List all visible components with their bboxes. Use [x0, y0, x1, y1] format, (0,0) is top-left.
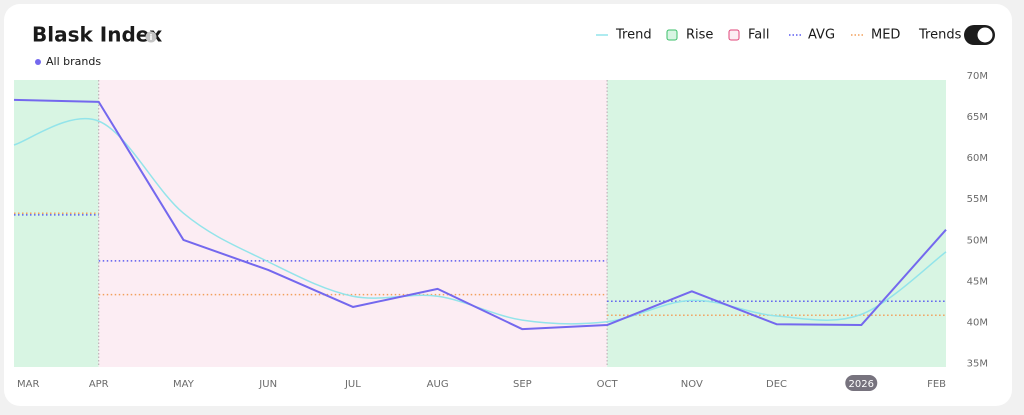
- x-tick-label: APR: [89, 379, 109, 390]
- x-tick-label: MAR: [17, 379, 39, 390]
- y-tick-label: 65M: [967, 112, 988, 123]
- x-tick-label: 2026: [849, 379, 874, 390]
- x-tick-label: FEB: [927, 379, 946, 390]
- x-tick-label: SEP: [513, 379, 532, 390]
- series-line: [13, 98, 947, 331]
- x-tick-label: MAY: [173, 379, 195, 390]
- info-icon[interactable]: [145, 31, 157, 43]
- legend-label: Rise: [686, 28, 713, 43]
- y-tick-label: 40M: [967, 318, 988, 329]
- info-glyph: i: [150, 33, 153, 42]
- legend-rise-icon: [666, 29, 678, 41]
- y-tick-label: 45M: [967, 276, 988, 287]
- series-legend-label: All brands: [46, 55, 101, 68]
- y-tick-label: 35M: [967, 359, 988, 370]
- y-tick-label: 70M: [967, 71, 988, 82]
- y-tick-label: 55M: [967, 194, 988, 205]
- legend-fall-icon: [728, 29, 740, 41]
- y-tick-label: 60M: [967, 153, 988, 164]
- legend-label: MED: [871, 28, 900, 43]
- legend-label: Fall: [748, 28, 769, 43]
- x-tick-label: JUL: [344, 379, 361, 390]
- segment-fall: [98, 80, 608, 367]
- legend-label: AVG: [808, 28, 835, 43]
- year-pill: [845, 375, 878, 391]
- chart-title: Blask Index: [32, 23, 162, 47]
- legend-label: Trend: [615, 28, 652, 43]
- x-tick-label: JUN: [258, 379, 277, 390]
- segment-rise: [14, 80, 99, 367]
- series-legend-dot: [35, 59, 41, 65]
- x-tick-label: AUG: [427, 379, 449, 390]
- toggle-label: Trends: [918, 28, 962, 43]
- x-tick-label: OCT: [597, 379, 619, 390]
- x-tick-label: DEC: [766, 379, 787, 390]
- x-tick-label: NOV: [681, 379, 703, 390]
- toggle-knob: [977, 27, 993, 43]
- y-tick-label: 50M: [967, 235, 988, 246]
- segment-rise: [607, 80, 946, 367]
